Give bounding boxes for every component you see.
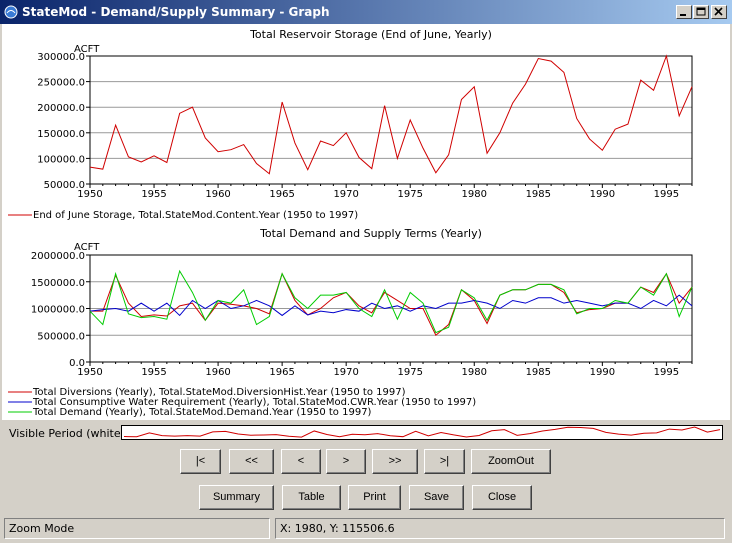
x-tick-label: 1965 bbox=[269, 189, 294, 200]
x-tick-label: 1950 bbox=[77, 189, 102, 200]
legend-entry-2: Total Demand (Yearly), Total.StateMod.De… bbox=[32, 407, 372, 418]
x-tick-label: 1970 bbox=[333, 189, 358, 200]
y-tick-label: 150000.0 bbox=[37, 129, 85, 140]
x-tick-label: 1995 bbox=[654, 189, 679, 200]
minimize-icon bbox=[680, 14, 686, 16]
x-tick-label: 1975 bbox=[397, 189, 422, 200]
x-tick-label: 1985 bbox=[526, 367, 551, 378]
chart-title: Total Reservoir Storage (End of June, Ye… bbox=[249, 28, 492, 41]
legend-entry-1: Total Consumptive Water Requirement (Yea… bbox=[32, 397, 476, 408]
x-tick-label: 1980 bbox=[462, 189, 487, 200]
legend-entry-0: Total Diversions (Yearly), Total.StateMo… bbox=[32, 387, 406, 398]
minimize-button[interactable] bbox=[676, 5, 692, 19]
mode-status: Zoom Mode bbox=[4, 518, 270, 539]
back-button[interactable]: < bbox=[281, 449, 321, 474]
legend-entry-0: End of June Storage, Total.StateMod.Cont… bbox=[33, 210, 358, 221]
print-button[interactable]: Print bbox=[348, 485, 401, 510]
plot-frame bbox=[89, 254, 693, 363]
save-button[interactable]: Save bbox=[409, 485, 464, 510]
x-tick-label: 1975 bbox=[397, 367, 422, 378]
coordinate-status: X: 1980, Y: 115506.6 bbox=[275, 518, 725, 539]
x-tick-label: 1960 bbox=[205, 189, 230, 200]
y-tick-label: 100000.0 bbox=[37, 154, 85, 165]
demand-supply-chart[interactable]: Total Demand and Supply Terms (Yearly) AC… bbox=[2, 224, 730, 420]
forward-button[interactable]: > bbox=[326, 449, 366, 474]
overview-line bbox=[123, 426, 721, 438]
first-button[interactable]: |< bbox=[180, 449, 221, 474]
visible-period-label: Visible Period (white): bbox=[9, 427, 129, 440]
summary-button[interactable]: Summary bbox=[199, 485, 274, 510]
x-tick-label: 1970 bbox=[333, 367, 358, 378]
maximize-button[interactable] bbox=[693, 5, 709, 19]
y-tick-label: 300000.0 bbox=[37, 52, 85, 63]
x-tick-label: 1980 bbox=[462, 367, 487, 378]
y-tick-label: 50000.0 bbox=[44, 180, 85, 191]
series-line-0[interactable] bbox=[89, 54, 693, 175]
page-back-button[interactable]: << bbox=[229, 449, 274, 474]
overview-series-line bbox=[123, 426, 721, 438]
close-window-button[interactable] bbox=[711, 5, 727, 19]
table-button[interactable]: Table bbox=[282, 485, 341, 510]
app-icon bbox=[4, 5, 18, 19]
y-tick-label: 0.0 bbox=[69, 358, 85, 369]
title-bar: StateMod - Demand/Supply Summary - Graph bbox=[0, 0, 732, 24]
y-axis-label: ACFT bbox=[74, 44, 100, 55]
close-button[interactable]: Close bbox=[472, 485, 532, 510]
x-tick-label: 1955 bbox=[141, 367, 166, 378]
series-line-1[interactable] bbox=[89, 294, 693, 317]
close-icon bbox=[714, 7, 723, 16]
plot-frame bbox=[89, 55, 693, 185]
y-tick-label: 1500000.0 bbox=[31, 278, 85, 289]
page-forward-button[interactable]: >> bbox=[372, 449, 418, 474]
maximize-icon bbox=[696, 7, 706, 16]
graph-area[interactable]: Total Reservoir Storage (End of June, Ye… bbox=[2, 24, 730, 420]
x-tick-label: 1960 bbox=[205, 367, 230, 378]
x-tick-label: 1955 bbox=[141, 189, 166, 200]
x-tick-label: 1965 bbox=[269, 367, 294, 378]
zoom-out-button[interactable]: ZoomOut bbox=[471, 449, 551, 474]
x-tick-label: 1985 bbox=[526, 189, 551, 200]
chart-title: Total Demand and Supply Terms (Yearly) bbox=[259, 227, 482, 240]
series-line-2[interactable] bbox=[89, 269, 693, 334]
y-tick-label: 250000.0 bbox=[37, 78, 85, 89]
last-button[interactable]: >| bbox=[424, 449, 465, 474]
window-title: StateMod - Demand/Supply Summary - Graph bbox=[22, 5, 330, 19]
x-tick-label: 1995 bbox=[654, 367, 679, 378]
y-tick-label: 200000.0 bbox=[37, 103, 85, 114]
y-axis-label: ACFT bbox=[74, 242, 100, 253]
x-tick-label: 1990 bbox=[590, 367, 615, 378]
visible-period-overview[interactable] bbox=[121, 425, 723, 440]
y-tick-label: 500000.0 bbox=[37, 331, 85, 342]
storage-chart[interactable]: Total Reservoir Storage (End of June, Ye… bbox=[2, 24, 730, 224]
x-tick-label: 1950 bbox=[77, 367, 102, 378]
x-tick-label: 1990 bbox=[590, 189, 615, 200]
y-tick-label: 1000000.0 bbox=[31, 305, 85, 316]
y-tick-label: 2000000.0 bbox=[31, 251, 85, 262]
